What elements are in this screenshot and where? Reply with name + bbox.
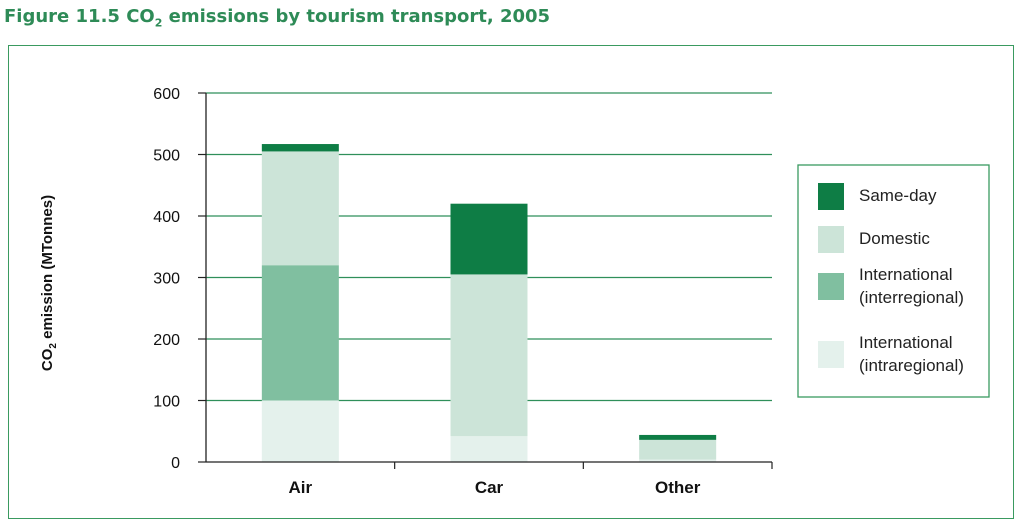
figure-title: Figure 11.5 CO2 emissions by tourism tra… <box>4 6 551 30</box>
bar-segment <box>261 151 339 266</box>
y-tick-labels: 0 100 200 300 400 500 600 <box>153 86 180 472</box>
y-tick-label: 200 <box>153 332 180 349</box>
bar-segment <box>450 436 528 462</box>
y-tick-label: 300 <box>153 271 180 288</box>
axes <box>205 93 773 469</box>
bar-stacks <box>261 144 717 462</box>
bar-segment <box>450 274 528 437</box>
legend-swatch <box>818 341 844 368</box>
legend-swatch <box>818 183 844 210</box>
legend-swatch <box>818 273 844 300</box>
bar-segment <box>450 203 528 275</box>
y-tick-label: 600 <box>153 86 180 103</box>
bar-segment <box>639 439 717 460</box>
legend-label: (interregional) <box>859 288 964 307</box>
bar-segment <box>639 434 717 440</box>
bar-segment <box>261 400 339 462</box>
legend-label: Same-day <box>859 186 937 205</box>
bar-segment <box>639 459 717 462</box>
x-category-labels: Air Car Other <box>289 478 701 497</box>
y-tick-label: 0 <box>171 455 180 472</box>
legend-label: International <box>859 265 953 284</box>
legend: Same-day Domestic International (interregio… <box>797 164 990 398</box>
y-tick-label: 400 <box>153 209 180 226</box>
legend-label: (intraregional) <box>859 356 964 375</box>
x-category-label: Car <box>475 478 504 497</box>
bar-segment <box>261 144 339 152</box>
bar-segment <box>261 265 339 401</box>
legend-label: Domestic <box>859 229 930 248</box>
x-category-label: Other <box>655 478 701 497</box>
y-tick-label: 100 <box>153 394 180 411</box>
y-axis-label: CO2 emission (MTonnes) <box>39 195 59 371</box>
legend-swatch <box>818 226 844 253</box>
x-category-label: Air <box>289 478 313 497</box>
y-tick-label: 500 <box>153 148 180 165</box>
chart-frame <box>8 45 1014 519</box>
legend-label: International <box>859 333 953 352</box>
